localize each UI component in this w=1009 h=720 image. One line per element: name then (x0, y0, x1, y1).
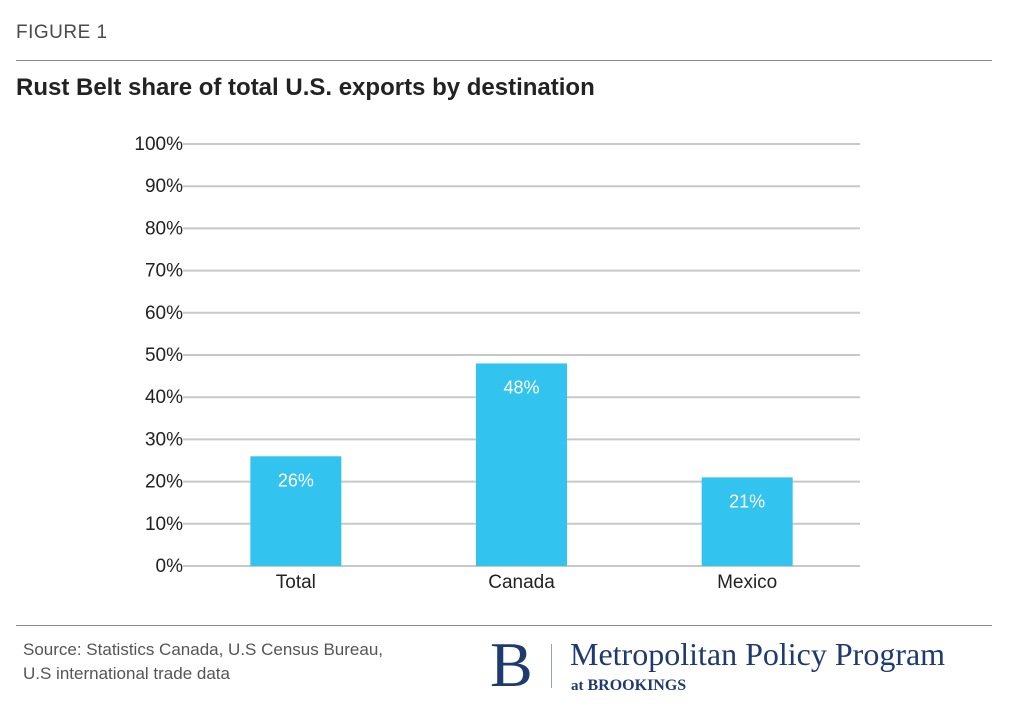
logo-divider (551, 644, 552, 688)
program-org-name: BROOKINGS (587, 677, 687, 694)
x-category-label: Total (276, 572, 316, 593)
y-tick-label: 80% (145, 218, 183, 239)
y-tick-label: 40% (145, 387, 183, 408)
bar-total (250, 456, 342, 566)
bar-mexico (701, 477, 793, 566)
bottom-divider (16, 625, 992, 626)
source-line-1: Source: Statistics Canada, U.S Census Bu… (23, 640, 384, 659)
y-tick-label: 90% (145, 176, 183, 197)
bar-canada (476, 363, 567, 566)
program-org: at BROOKINGS (571, 677, 686, 695)
source-line-2: U.S international trade data (23, 664, 230, 683)
y-tick-label: 20% (145, 472, 183, 493)
program-org-at: at (571, 678, 584, 694)
y-tick-label: 30% (145, 429, 183, 450)
x-category-label: Canada (488, 572, 555, 593)
y-tick-label: 10% (145, 514, 183, 535)
y-tick-label: 100% (134, 134, 183, 155)
chart-title: Rust Belt share of total U.S. exports by… (16, 74, 595, 101)
data-label: 21% (729, 491, 765, 511)
data-label: 26% (278, 470, 314, 490)
program-name: Metropolitan Policy Program (570, 636, 946, 672)
y-tick-label: 50% (145, 345, 183, 366)
x-category-label: Mexico (717, 572, 777, 593)
y-tick-label: 60% (145, 303, 183, 324)
y-tick-label: 70% (145, 261, 183, 282)
brookings-b-logo: B (490, 629, 533, 700)
figure-label: FIGURE 1 (16, 22, 108, 43)
y-tick-label: 0% (156, 556, 184, 577)
data-label: 48% (503, 377, 539, 397)
source-note: Source: Statistics Canada, U.S Census Bu… (23, 638, 383, 686)
bar-chart: 0% 10% 20% 30% 40% 50% 60% 70% 80% 90% 100% 26% Tota… (134, 134, 860, 593)
top-divider (16, 60, 992, 61)
